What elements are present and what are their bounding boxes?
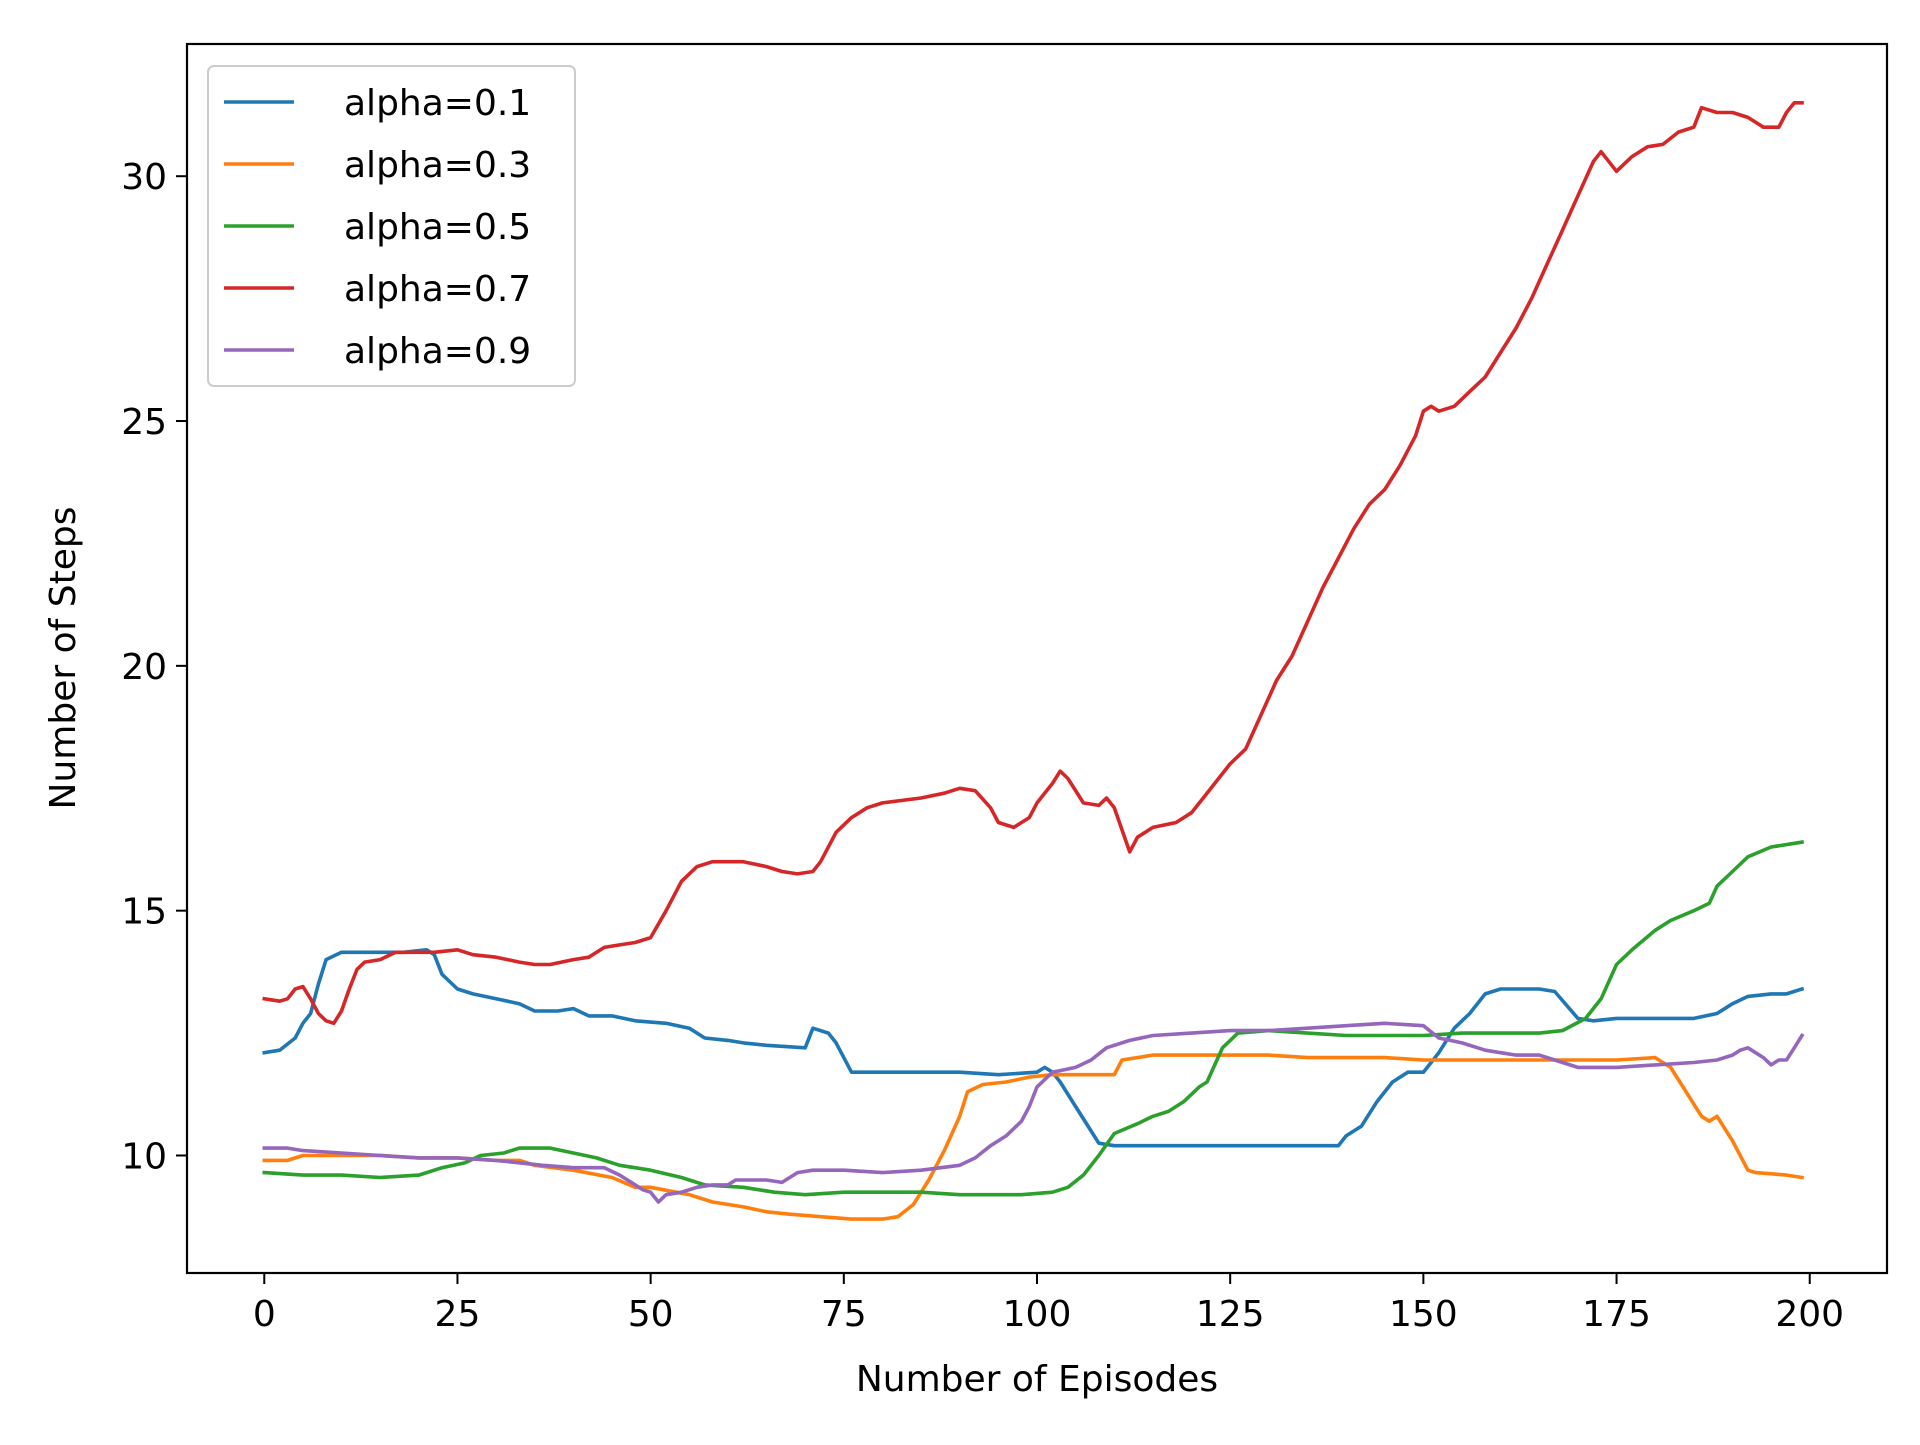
series-line-5: [262, 1021, 1805, 1204]
legend-box: [207, 65, 576, 387]
x-tick-label: 25: [435, 1294, 481, 1335]
x-tick-label: 175: [1582, 1294, 1651, 1335]
legend-label: alpha=0.9: [344, 331, 531, 372]
y-tick-label: 20: [121, 647, 167, 688]
series-line-1: [262, 948, 1805, 1148]
legend: alpha=0.1 alpha=0.3 alpha=0.5 alpha=0.7 alph…: [207, 65, 576, 387]
series-line-2: [262, 1053, 1805, 1221]
series-line-3: [262, 840, 1805, 1197]
x-axis-title: Number of Episodes: [856, 1359, 1218, 1400]
y-tick-label: 30: [121, 157, 167, 198]
y-tick-label: 10: [121, 1136, 167, 1177]
y-tick-label: 15: [121, 892, 167, 933]
legend-label: alpha=0.3: [344, 145, 531, 186]
axis-ticks: 0 25 50 75 100 125 150 175 200 10 15 20 25 30: [121, 157, 1844, 1335]
x-tick-label: 100: [1003, 1294, 1072, 1335]
x-tick-label: 50: [628, 1294, 674, 1335]
x-tick-label: 75: [821, 1294, 867, 1335]
x-tick-label: 200: [1775, 1294, 1844, 1335]
series-layer: [262, 101, 1805, 1221]
x-tick-label: 0: [253, 1294, 276, 1335]
legend-label: alpha=0.7: [344, 269, 531, 310]
legend-label: alpha=0.1: [344, 83, 531, 124]
legend-label: alpha=0.5: [344, 207, 531, 248]
x-tick-label: 125: [1196, 1294, 1265, 1335]
y-axis-title: Number of Steps: [43, 507, 84, 810]
x-tick-label: 150: [1389, 1294, 1458, 1335]
y-tick-label: 25: [121, 402, 167, 443]
series-line-4: [262, 101, 1804, 1026]
